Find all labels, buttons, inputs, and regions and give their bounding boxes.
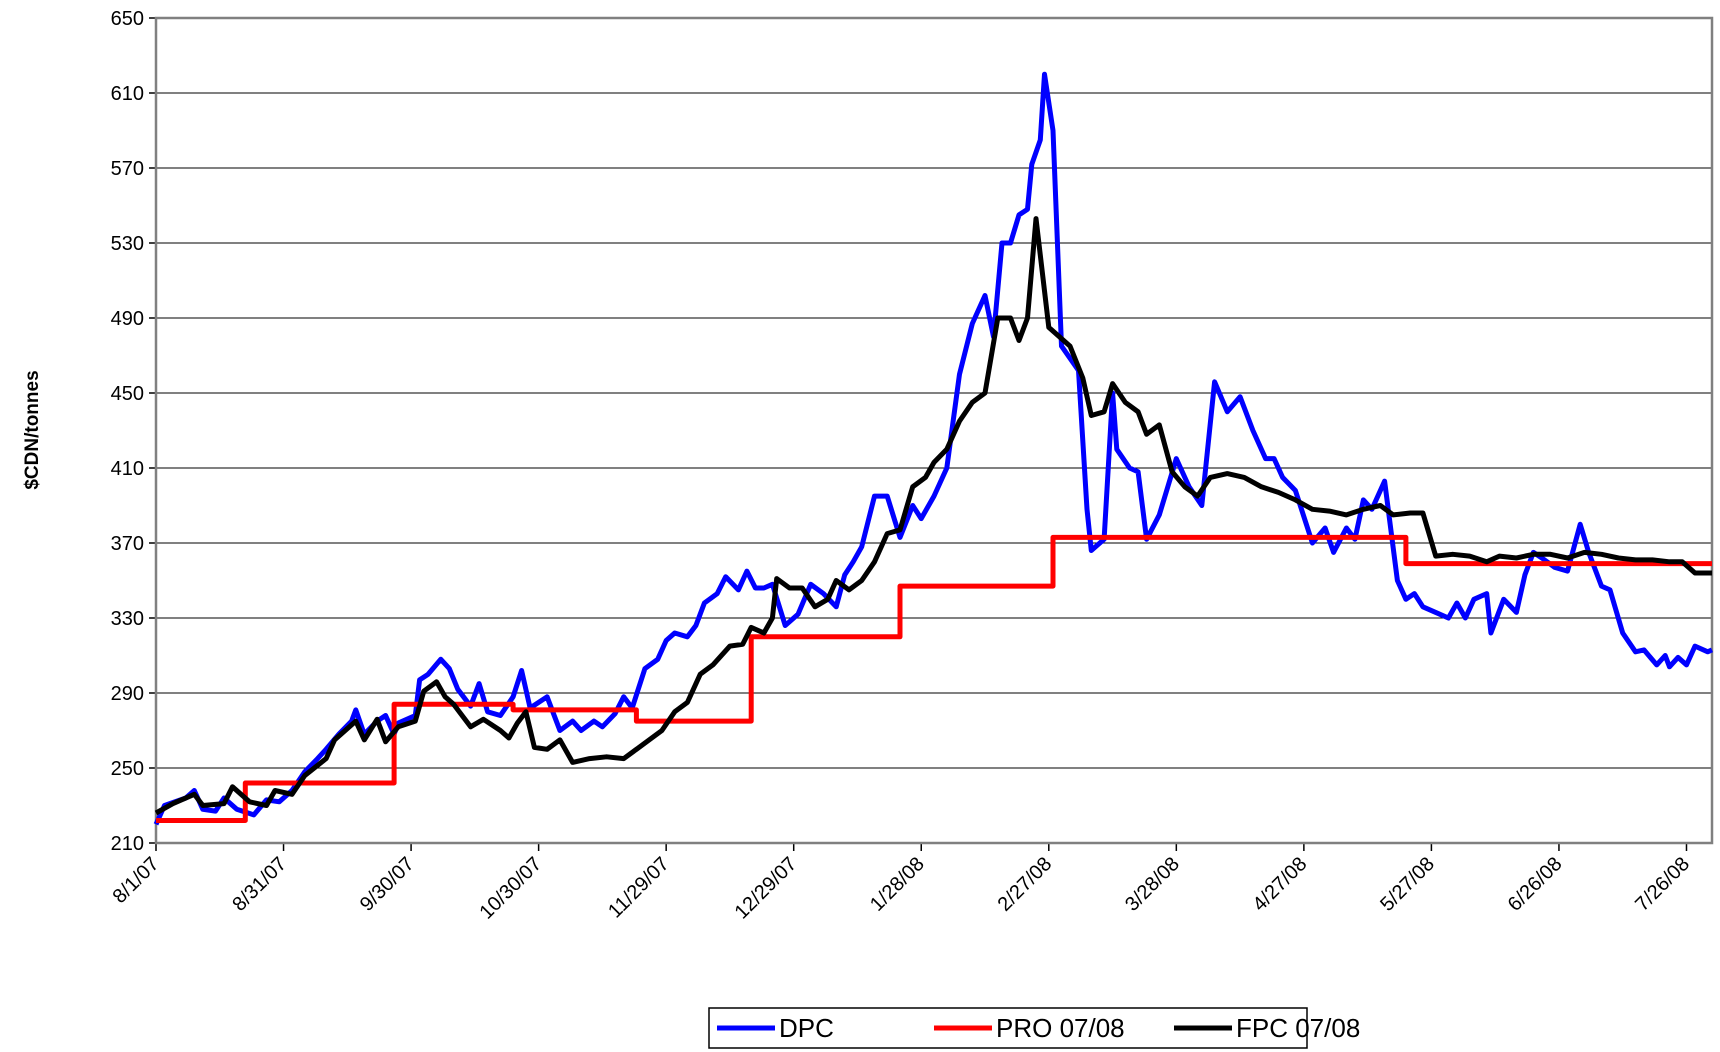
line-series xyxy=(156,534,1712,823)
y-tick-label: 490 xyxy=(111,308,144,330)
x-tick-label: 6/26/08 xyxy=(1504,853,1567,916)
y-tick-label: 530 xyxy=(111,233,144,255)
x-tick-label: 4/27/08 xyxy=(1249,853,1312,916)
y-tick-label: 570 xyxy=(111,158,144,180)
legend-label: DPC xyxy=(779,1013,834,1043)
x-tick-label: 11/29/07 xyxy=(604,853,674,923)
y-axis-label: $CDN/tonnes xyxy=(22,370,43,489)
x-tick-label: 9/30/07 xyxy=(356,853,419,916)
x-tick-label: 3/28/08 xyxy=(1121,853,1184,916)
y-tick-label: 330 xyxy=(111,608,144,630)
legend-label: PRO 07/08 xyxy=(996,1013,1125,1043)
y-tick-label: 250 xyxy=(111,758,144,780)
x-tick-label: 8/1/07 xyxy=(109,853,164,908)
y-tick-label: 290 xyxy=(111,683,144,705)
x-tick-label: 8/31/07 xyxy=(228,853,291,916)
x-tick-label: 7/26/08 xyxy=(1631,853,1694,916)
x-tick-label: 2/27/08 xyxy=(994,853,1057,916)
y-tick-label: 410 xyxy=(111,458,144,480)
y-tick-label: 650 xyxy=(111,8,144,30)
y-tick-label: 610 xyxy=(111,83,144,105)
x-tick-label: 10/30/07 xyxy=(476,853,547,924)
y-tick-label: 210 xyxy=(111,833,144,855)
legend-label: FPC 07/08 xyxy=(1236,1013,1360,1043)
line-series xyxy=(153,71,1714,826)
x-tick-label: 1/28/08 xyxy=(866,853,929,916)
y-tick-label: 370 xyxy=(111,533,144,555)
line-series xyxy=(154,216,1712,816)
y-tick-label: 450 xyxy=(111,383,144,405)
x-tick-label: 12/29/07 xyxy=(731,853,802,924)
plot-border xyxy=(154,16,1714,845)
x-tick-label: 5/27/08 xyxy=(1376,853,1439,916)
